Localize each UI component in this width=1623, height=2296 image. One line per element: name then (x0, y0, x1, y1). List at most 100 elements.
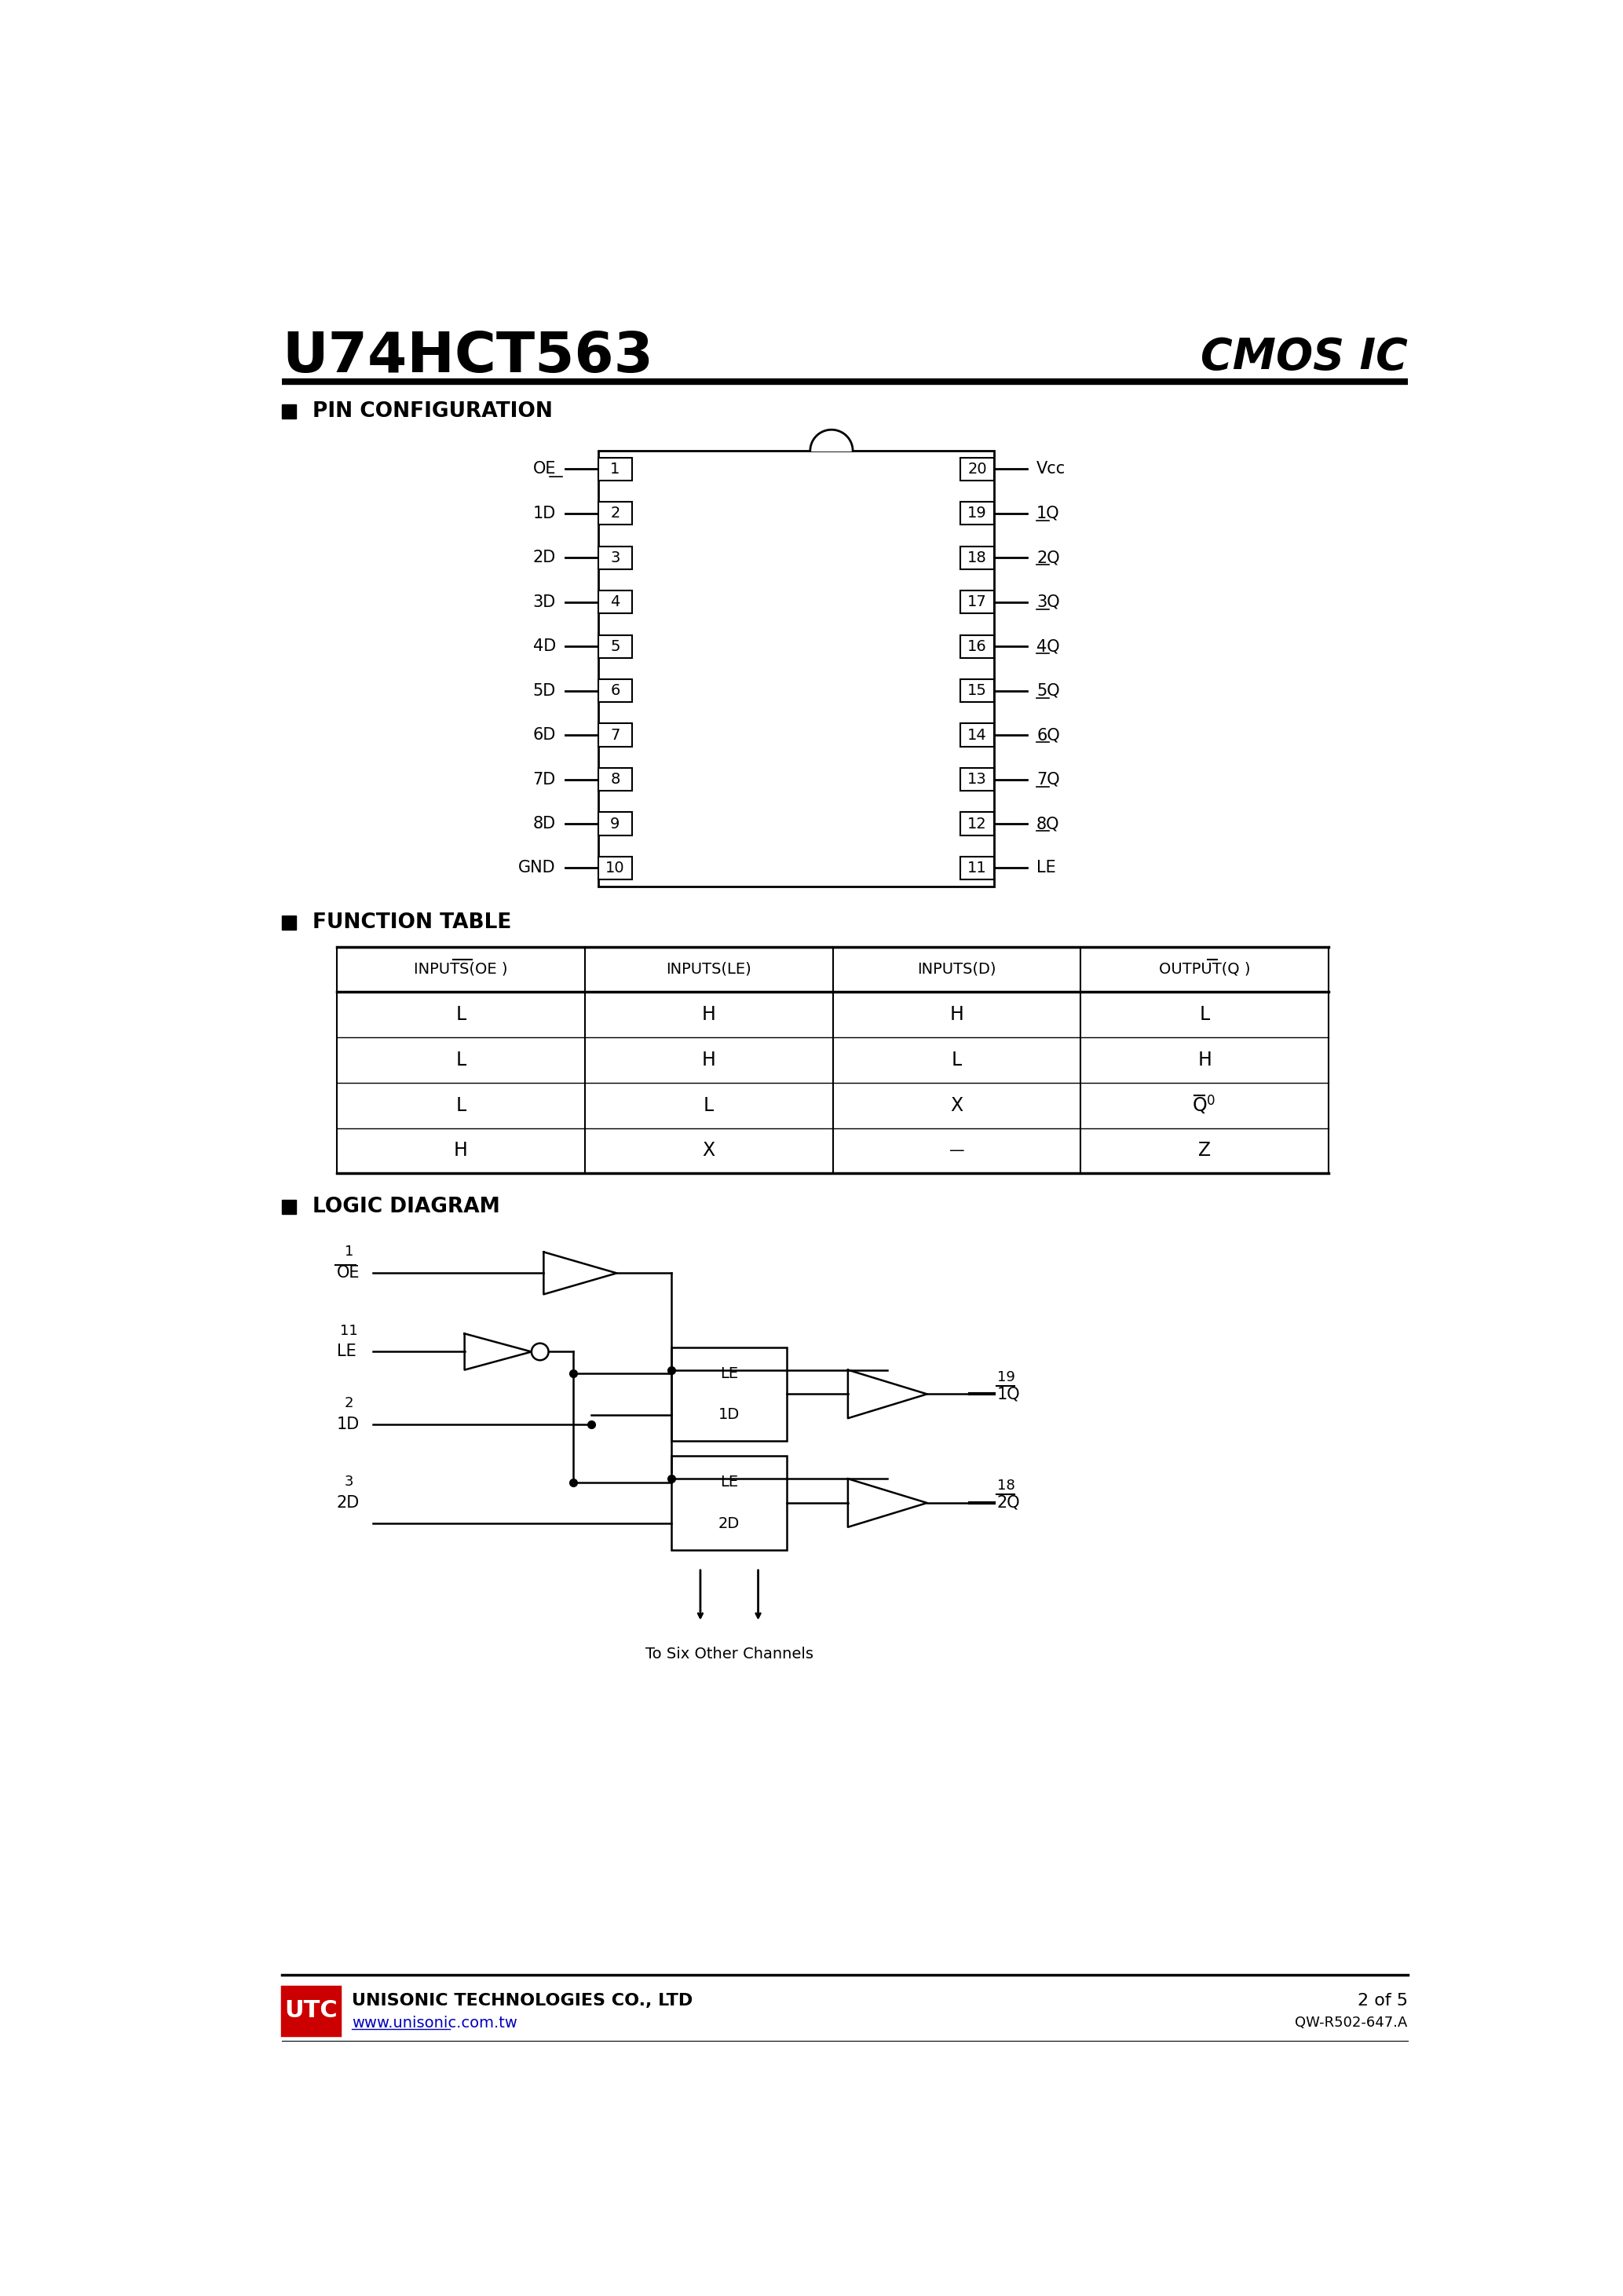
Text: 1D: 1D (336, 1417, 360, 1433)
Text: 2: 2 (344, 1396, 354, 1410)
Text: INPUTS(LE): INPUTS(LE) (665, 962, 751, 976)
Bar (599, 856, 631, 879)
Text: LOGIC DIAGRAM: LOGIC DIAGRAM (312, 1196, 500, 1217)
Text: 5: 5 (610, 638, 620, 654)
Text: X: X (951, 1095, 962, 1116)
Text: —: — (949, 1143, 964, 1157)
Text: 2: 2 (610, 505, 620, 521)
Text: L: L (456, 1006, 466, 1024)
Text: X: X (703, 1141, 716, 1159)
Bar (282, 1986, 339, 2034)
Text: LE: LE (1037, 861, 1057, 875)
Text: 20: 20 (967, 461, 987, 478)
Text: 19: 19 (967, 505, 987, 521)
Text: 9: 9 (610, 817, 620, 831)
Text: LE: LE (721, 1366, 738, 1380)
Text: L: L (456, 1095, 466, 1116)
Bar (961, 636, 993, 659)
Text: Vcc: Vcc (1037, 461, 1066, 478)
Text: 3: 3 (610, 551, 620, 565)
Bar (599, 503, 631, 526)
Text: Q: Q (1193, 1095, 1208, 1116)
Text: 4D: 4D (532, 638, 555, 654)
Bar (599, 813, 631, 836)
Text: FUNCTION TABLE: FUNCTION TABLE (312, 912, 511, 932)
Text: 2D: 2D (336, 1495, 360, 1511)
Bar (672, 1348, 787, 1442)
Text: OE: OE (532, 461, 555, 478)
Text: 6: 6 (610, 684, 620, 698)
Text: 8Q: 8Q (1037, 815, 1060, 831)
Text: L: L (951, 1052, 962, 1070)
Text: 15: 15 (967, 684, 987, 698)
Text: H: H (949, 1006, 964, 1024)
Text: L: L (456, 1052, 466, 1070)
Text: 6D: 6D (532, 728, 555, 744)
Bar (672, 1456, 787, 1550)
Bar (599, 767, 631, 790)
Text: To Six Other Channels: To Six Other Channels (646, 1646, 813, 1662)
Text: 18: 18 (967, 551, 987, 565)
Text: 2Q: 2Q (997, 1495, 1021, 1511)
Text: 2 of 5: 2 of 5 (1357, 1993, 1407, 2009)
Text: 16: 16 (967, 638, 987, 654)
Bar (599, 723, 631, 746)
Text: 8D: 8D (532, 815, 555, 831)
Text: 5Q: 5Q (1037, 682, 1060, 698)
Text: 1: 1 (610, 461, 620, 478)
Text: OUTPUT(Q ): OUTPUT(Q ) (1159, 962, 1250, 976)
Text: L: L (703, 1095, 714, 1116)
Text: 7D: 7D (532, 771, 555, 788)
Text: 17: 17 (967, 595, 987, 608)
Text: 7Q: 7Q (1037, 771, 1060, 788)
Bar (961, 856, 993, 879)
Bar (599, 546, 631, 569)
Text: CMOS IC: CMOS IC (1201, 335, 1407, 379)
Text: QW-R502-647.A: QW-R502-647.A (1295, 2016, 1407, 2030)
Bar (961, 503, 993, 526)
Text: 0: 0 (1206, 1093, 1216, 1107)
Text: 3Q: 3Q (1037, 595, 1060, 611)
Bar (599, 450, 993, 886)
Text: 11: 11 (339, 1322, 357, 1339)
Bar (961, 546, 993, 569)
Text: 6Q: 6Q (1037, 728, 1060, 744)
Text: Z: Z (1198, 1141, 1211, 1159)
Text: 4: 4 (610, 595, 620, 608)
Text: 1D: 1D (719, 1407, 740, 1421)
Text: 5D: 5D (532, 682, 555, 698)
Text: 3D: 3D (532, 595, 555, 611)
Text: 7: 7 (610, 728, 620, 742)
Bar (599, 457, 631, 480)
Text: LE: LE (336, 1343, 355, 1359)
Text: www.unisonic.com.tw: www.unisonic.com.tw (352, 2016, 518, 2030)
Bar (599, 680, 631, 703)
Bar (599, 636, 631, 659)
Text: 1D: 1D (532, 505, 555, 521)
Text: H: H (454, 1141, 467, 1159)
Text: 18: 18 (997, 1479, 1014, 1492)
Text: PIN CONFIGURATION: PIN CONFIGURATION (312, 402, 552, 422)
Text: U74HCT563: U74HCT563 (282, 331, 654, 383)
Text: 3: 3 (344, 1474, 354, 1488)
Text: 1: 1 (344, 1244, 354, 1258)
Text: 12: 12 (967, 817, 987, 831)
Text: 14: 14 (967, 728, 987, 742)
Bar (961, 590, 993, 613)
Text: 4Q: 4Q (1037, 638, 1060, 654)
Text: H: H (701, 1052, 716, 1070)
Bar (961, 680, 993, 703)
Text: 13: 13 (967, 771, 987, 788)
Text: INPUTS(D): INPUTS(D) (917, 962, 997, 976)
Text: 10: 10 (605, 861, 625, 875)
Text: 2D: 2D (719, 1515, 740, 1531)
Text: H: H (701, 1006, 716, 1024)
Text: UTC: UTC (284, 2000, 338, 2023)
Text: LE: LE (721, 1474, 738, 1490)
Text: UNISONIC TECHNOLOGIES CO., LTD: UNISONIC TECHNOLOGIES CO., LTD (352, 1993, 693, 2009)
Bar (599, 590, 631, 613)
Text: 1Q: 1Q (1037, 505, 1060, 521)
Text: L: L (1199, 1006, 1209, 1024)
Text: INPUTS(OE ): INPUTS(OE ) (414, 962, 508, 976)
Bar (961, 767, 993, 790)
